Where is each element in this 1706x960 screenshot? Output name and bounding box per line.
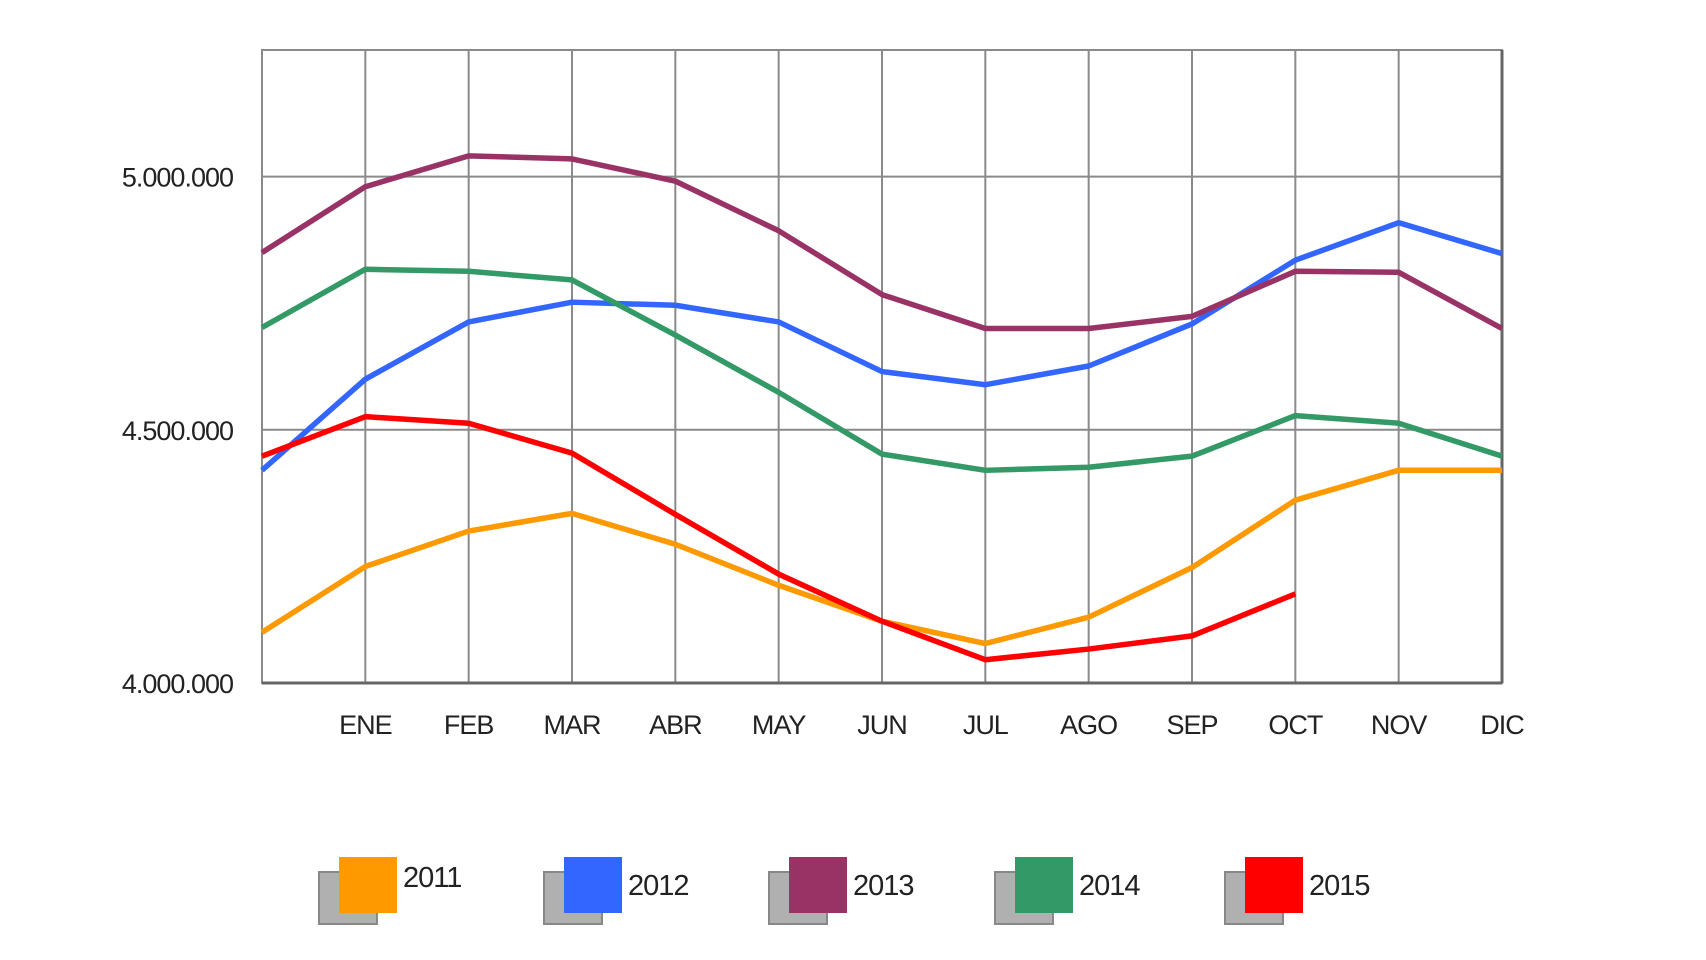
y-tick-label: 4.500.000 bbox=[122, 416, 233, 446]
x-tick-label: DIC bbox=[1480, 710, 1524, 740]
x-tick-label: JUL bbox=[963, 710, 1009, 740]
x-tick-label: FEB bbox=[444, 710, 494, 740]
x-tick-label: AGO bbox=[1060, 710, 1117, 740]
x-tick-label: JUN bbox=[857, 710, 907, 740]
legend-item-2011: 2011 bbox=[318, 857, 462, 925]
x-axis: ENE FEB MAR ABR MAY JUN JUL AGO SEP OCT NOV DIC bbox=[339, 710, 1525, 740]
legend-swatch bbox=[1245, 857, 1303, 913]
x-tick-label: NOV bbox=[1371, 710, 1428, 740]
legend-label: 2012 bbox=[628, 870, 689, 902]
x-tick-label: OCT bbox=[1268, 710, 1323, 740]
x-tick-label: SEP bbox=[1166, 710, 1217, 740]
legend-swatch bbox=[789, 857, 847, 913]
legend-item-2013: 2013 bbox=[768, 857, 915, 925]
grid bbox=[261, 49, 1504, 685]
legend-label: 2011 bbox=[403, 862, 461, 894]
y-tick-label: 4.000.000 bbox=[122, 669, 233, 699]
x-tick-label: MAY bbox=[752, 710, 806, 740]
legend-swatch bbox=[339, 857, 397, 913]
legend-label: 2015 bbox=[1309, 870, 1370, 902]
legend-swatch bbox=[564, 857, 622, 913]
legend-swatch bbox=[1015, 857, 1073, 913]
legend-label: 2014 bbox=[1079, 870, 1140, 902]
y-tick-label: 5.000.000 bbox=[122, 163, 233, 193]
x-tick-label: ABR bbox=[649, 710, 702, 740]
x-tick-label: MAR bbox=[544, 710, 602, 740]
legend-label: 2013 bbox=[853, 870, 914, 902]
legend-item-2012: 2012 bbox=[543, 857, 690, 925]
y-axis: 4.000.000 4.500.000 5.000.000 bbox=[122, 163, 234, 699]
legend-item-2015: 2015 bbox=[1224, 857, 1371, 925]
legend: 2011 2012 2013 2014 2015 bbox=[318, 857, 1371, 925]
x-tick-label: ENE bbox=[339, 710, 392, 740]
series-lines bbox=[260, 153, 1504, 663]
legend-item-2014: 2014 bbox=[994, 857, 1141, 925]
